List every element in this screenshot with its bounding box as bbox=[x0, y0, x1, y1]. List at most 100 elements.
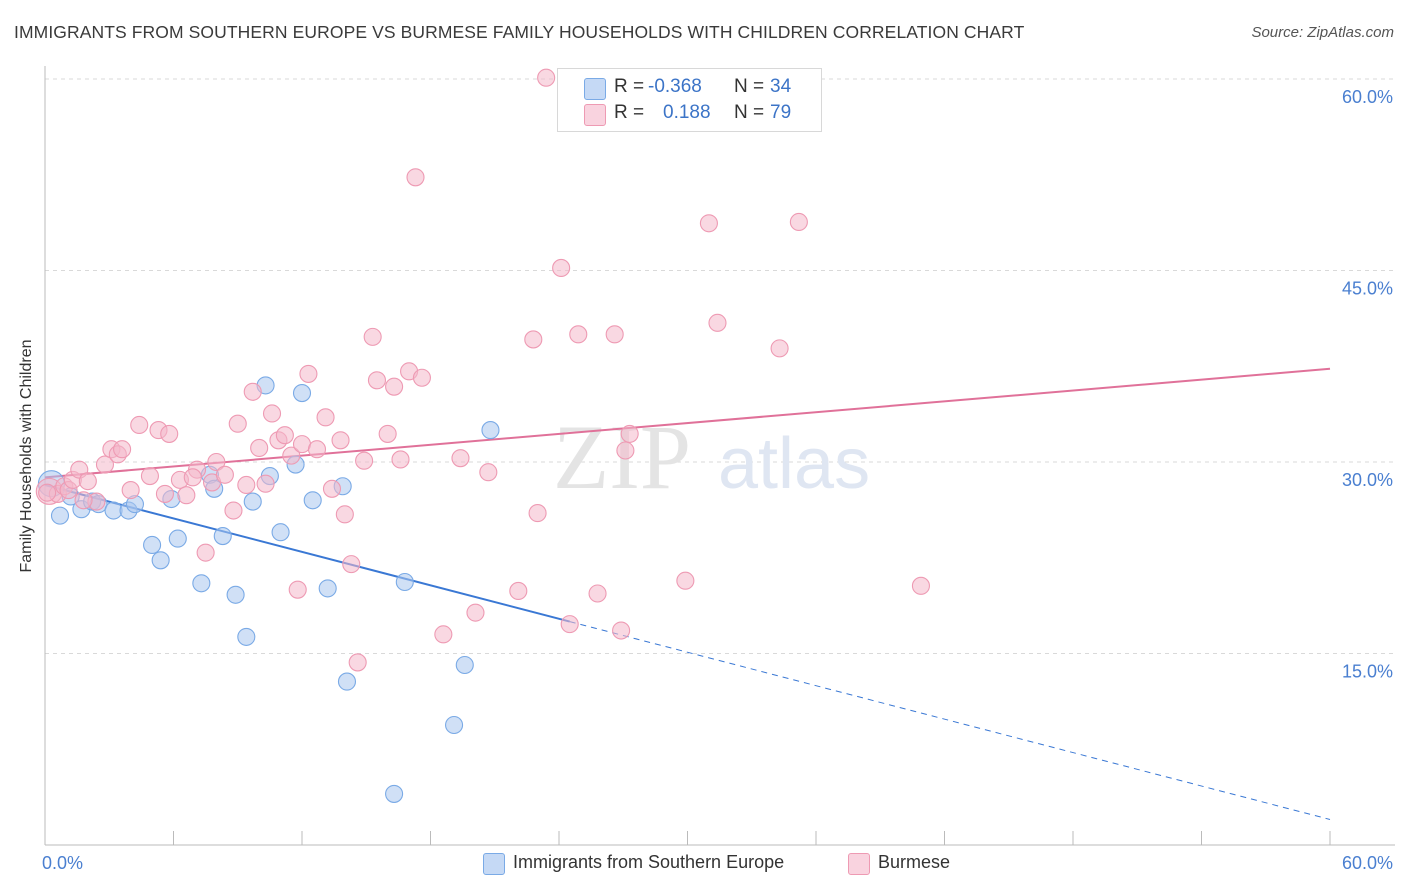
point-burmese bbox=[406, 168, 425, 187]
y-tick-label: 30.0% bbox=[1342, 470, 1393, 490]
point-southern-europe bbox=[226, 585, 245, 604]
point-southern-europe bbox=[481, 421, 500, 440]
point-burmese bbox=[228, 414, 247, 433]
point-burmese bbox=[348, 653, 367, 672]
point-burmese bbox=[537, 68, 556, 87]
point-burmese bbox=[288, 580, 307, 599]
point-burmese bbox=[479, 463, 498, 482]
point-burmese bbox=[121, 481, 140, 500]
point-southern-europe bbox=[192, 574, 211, 593]
point-southern-europe bbox=[455, 655, 474, 675]
r-label: R = bbox=[614, 76, 645, 97]
point-burmese bbox=[282, 446, 301, 465]
n-value: 34 bbox=[770, 76, 792, 97]
y-tick-label: 45.0% bbox=[1342, 279, 1393, 299]
point-burmese bbox=[367, 371, 387, 390]
point-southern-europe bbox=[213, 526, 232, 546]
point-burmese bbox=[78, 472, 97, 491]
point-burmese bbox=[789, 212, 808, 232]
legend-item-southern-europe: Immigrants from Southern Europe bbox=[483, 852, 823, 876]
point-southern-europe bbox=[292, 384, 312, 403]
point-burmese bbox=[215, 465, 234, 484]
chart-title: IMMIGRANTS FROM SOUTHERN EUROPE VS BURME… bbox=[14, 22, 1025, 42]
point-burmese bbox=[307, 440, 327, 459]
legend-swatch-blue bbox=[584, 78, 606, 100]
point-burmese bbox=[528, 504, 547, 523]
point-burmese bbox=[130, 415, 149, 435]
legend-label: Burmese bbox=[878, 852, 951, 872]
point-burmese bbox=[335, 505, 354, 524]
n-label: N = bbox=[734, 102, 765, 123]
point-burmese bbox=[552, 258, 571, 277]
point-southern-europe bbox=[168, 529, 187, 548]
y-tick-label: 15.0% bbox=[1342, 662, 1393, 682]
point-burmese bbox=[177, 486, 196, 505]
x-tick-label: 0.0% bbox=[42, 853, 83, 873]
correlation-legend: R = -0.368 N = 34 R = 0.188 N = 79 bbox=[557, 68, 822, 132]
point-burmese bbox=[378, 424, 397, 443]
point-southern-europe bbox=[395, 572, 414, 592]
point-burmese bbox=[160, 424, 179, 443]
point-southern-europe bbox=[318, 579, 337, 598]
point-southern-europe bbox=[303, 491, 322, 510]
point-burmese bbox=[342, 555, 361, 574]
point-burmese bbox=[560, 615, 579, 634]
point-burmese bbox=[183, 468, 202, 487]
legend-label: Immigrants from Southern Europe bbox=[513, 852, 785, 872]
r-value: 0.188 bbox=[663, 102, 711, 123]
point-burmese bbox=[708, 313, 727, 332]
gridlines bbox=[45, 78, 1395, 654]
watermark-atlas: atlas bbox=[718, 424, 870, 504]
axes bbox=[44, 66, 1395, 846]
point-burmese bbox=[224, 501, 243, 520]
point-burmese bbox=[676, 571, 695, 590]
point-burmese bbox=[451, 449, 470, 468]
point-southern-europe bbox=[143, 535, 162, 555]
point-burmese bbox=[74, 491, 93, 510]
point-burmese bbox=[466, 603, 485, 622]
point-burmese bbox=[140, 466, 159, 486]
r-value: -0.368 bbox=[648, 76, 702, 97]
point-southern-europe bbox=[337, 672, 357, 691]
point-burmese bbox=[292, 435, 312, 454]
point-burmese bbox=[316, 408, 335, 427]
point-burmese bbox=[262, 404, 282, 423]
point-burmese bbox=[509, 581, 528, 600]
point-southern-europe bbox=[237, 627, 256, 646]
point-burmese bbox=[250, 438, 269, 458]
point-burmese bbox=[616, 441, 635, 460]
point-burmese bbox=[605, 325, 624, 344]
n-value: 79 bbox=[770, 102, 792, 123]
point-burmese bbox=[569, 325, 588, 344]
x-tick-label: 60.0% bbox=[1342, 853, 1393, 873]
watermark: ZIP atlas bbox=[553, 406, 870, 508]
point-southern-europe bbox=[445, 715, 464, 735]
point-burmese bbox=[95, 455, 115, 474]
point-burmese bbox=[275, 426, 294, 445]
point-burmese bbox=[38, 483, 57, 502]
legend-item-burmese: Burmese bbox=[848, 852, 968, 876]
point-burmese bbox=[331, 431, 350, 450]
trend-line-burmese bbox=[44, 367, 1331, 479]
point-burmese bbox=[699, 214, 718, 233]
point-burmese bbox=[770, 339, 789, 358]
trend-line-southern-europe-projection bbox=[569, 621, 1331, 820]
source-credit: Source: ZipAtlas.com bbox=[1251, 24, 1394, 41]
data-points bbox=[35, 68, 930, 803]
point-burmese bbox=[155, 484, 174, 503]
r-label: R = bbox=[614, 102, 645, 123]
point-southern-europe bbox=[385, 784, 404, 803]
point-burmese bbox=[612, 621, 631, 640]
point-burmese bbox=[412, 368, 431, 387]
point-burmese bbox=[256, 474, 275, 493]
point-southern-europe bbox=[151, 551, 170, 570]
point-burmese bbox=[434, 625, 453, 644]
legend-swatch-blue bbox=[483, 853, 505, 875]
point-burmese bbox=[299, 364, 318, 383]
point-burmese bbox=[524, 330, 543, 349]
point-burmese bbox=[385, 377, 404, 396]
point-burmese bbox=[363, 327, 382, 346]
point-burmese bbox=[322, 479, 342, 498]
n-label: N = bbox=[734, 76, 765, 97]
